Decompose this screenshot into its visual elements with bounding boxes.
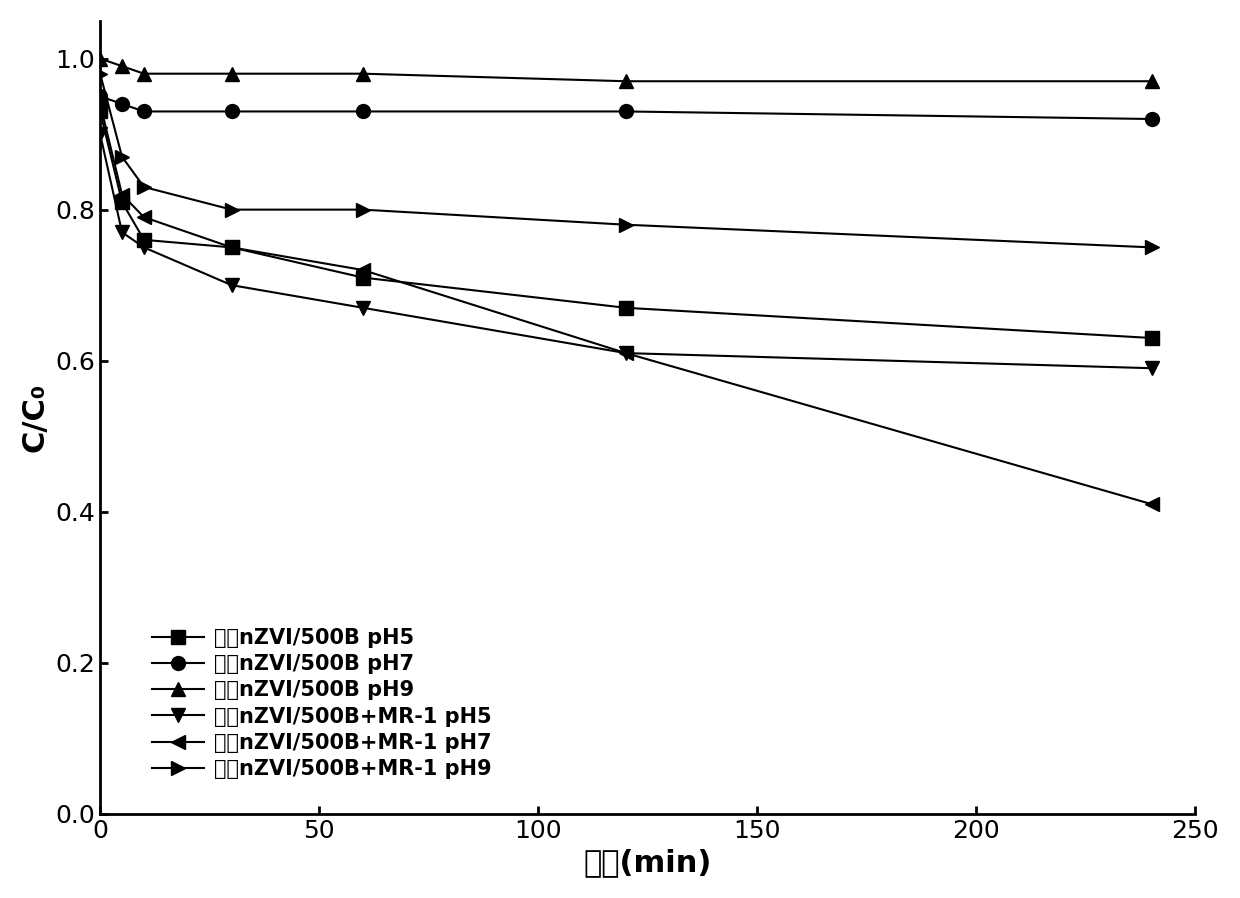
老化nZVI/500B pH5: [114, 197, 129, 207]
老化nZVI/500B pH9: [114, 61, 129, 72]
老化nZVI/500B pH7: [136, 106, 151, 117]
老化nZVI/500B pH9: [356, 68, 371, 79]
老化nZVI/500B+MR-1 pH9: [136, 181, 151, 192]
X-axis label: 时间(min): 时间(min): [584, 849, 712, 877]
老化nZVI/500B pH9: [224, 68, 239, 79]
老化nZVI/500B+MR-1 pH5: [114, 227, 129, 238]
老化nZVI/500B pH7: [356, 106, 371, 117]
老化nZVI/500B+MR-1 pH7: [136, 212, 151, 223]
老化nZVI/500B+MR-1 pH7: [114, 189, 129, 200]
老化nZVI/500B pH9: [619, 75, 634, 86]
老化nZVI/500B+MR-1 pH5: [1145, 363, 1159, 374]
老化nZVI/500B+MR-1 pH9: [93, 68, 108, 79]
老化nZVI/500B pH5: [619, 303, 634, 313]
老化nZVI/500B pH9: [93, 53, 108, 64]
老化nZVI/500B+MR-1 pH7: [1145, 498, 1159, 509]
老化nZVI/500B+MR-1 pH5: [224, 280, 239, 291]
Line: 老化nZVI/500B pH9: 老化nZVI/500B pH9: [93, 52, 1158, 88]
老化nZVI/500B pH5: [1145, 332, 1159, 343]
Line: 老化nZVI/500B+MR-1 pH5: 老化nZVI/500B+MR-1 pH5: [93, 128, 1158, 375]
老化nZVI/500B pH7: [619, 106, 634, 117]
老化nZVI/500B+MR-1 pH9: [356, 204, 371, 215]
老化nZVI/500B pH5: [136, 234, 151, 245]
老化nZVI/500B pH7: [93, 91, 108, 101]
老化nZVI/500B pH5: [356, 272, 371, 283]
老化nZVI/500B+MR-1 pH7: [619, 348, 634, 358]
老化nZVI/500B+MR-1 pH7: [224, 242, 239, 252]
老化nZVI/500B+MR-1 pH9: [1145, 242, 1159, 252]
老化nZVI/500B pH7: [1145, 114, 1159, 125]
Legend: 老化nZVI/500B pH5, 老化nZVI/500B pH7, 老化nZVI/500B pH9, 老化nZVI/500B+MR-1 pH5, 老化nZVI/: 老化nZVI/500B pH5, 老化nZVI/500B pH7, 老化nZVI…: [144, 620, 500, 788]
老化nZVI/500B+MR-1 pH9: [224, 204, 239, 215]
老化nZVI/500B pH9: [1145, 75, 1159, 86]
Line: 老化nZVI/500B+MR-1 pH7: 老化nZVI/500B+MR-1 pH7: [93, 97, 1158, 511]
老化nZVI/500B+MR-1 pH5: [619, 348, 634, 358]
老化nZVI/500B+MR-1 pH9: [114, 152, 129, 163]
老化nZVI/500B+MR-1 pH5: [93, 128, 108, 139]
Line: 老化nZVI/500B pH7: 老化nZVI/500B pH7: [93, 90, 1158, 126]
老化nZVI/500B pH5: [93, 106, 108, 117]
老化nZVI/500B pH7: [224, 106, 239, 117]
老化nZVI/500B+MR-1 pH5: [136, 242, 151, 252]
老化nZVI/500B+MR-1 pH5: [356, 303, 371, 313]
Line: 老化nZVI/500B pH5: 老化nZVI/500B pH5: [93, 104, 1158, 345]
Y-axis label: C/C₀: C/C₀: [21, 383, 50, 452]
老化nZVI/500B+MR-1 pH7: [356, 265, 371, 276]
老化nZVI/500B+MR-1 pH7: [93, 99, 108, 110]
老化nZVI/500B+MR-1 pH9: [619, 219, 634, 230]
老化nZVI/500B pH5: [224, 242, 239, 252]
老化nZVI/500B pH9: [136, 68, 151, 79]
Line: 老化nZVI/500B+MR-1 pH9: 老化nZVI/500B+MR-1 pH9: [93, 66, 1158, 254]
老化nZVI/500B pH7: [114, 99, 129, 110]
